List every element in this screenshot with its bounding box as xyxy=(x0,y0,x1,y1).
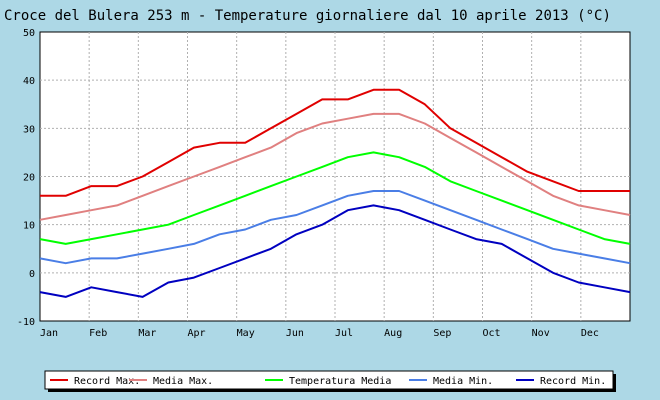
x-tick-label: Sep xyxy=(433,328,451,339)
legend-box xyxy=(44,370,614,390)
legend-label-3: Media Min. xyxy=(433,376,493,387)
legend-label-0: Record Max. xyxy=(74,376,140,387)
legend-label-4: Record Min. xyxy=(540,376,606,387)
y-tick-label: 40 xyxy=(23,76,35,87)
y-axis-ticks: 50 40 30 20 10 0 -10 xyxy=(17,28,35,328)
y-tick-label: 20 xyxy=(23,173,35,184)
x-tick-label: May xyxy=(237,328,255,339)
y-tick-label: 0 xyxy=(29,269,35,280)
x-tick-label: Jan xyxy=(40,328,58,339)
x-tick-label: Feb xyxy=(89,328,107,339)
x-tick-label: Dec xyxy=(581,328,599,339)
legend-label-1: Media Max. xyxy=(153,376,213,387)
y-tick-label: 10 xyxy=(23,221,35,232)
series-line-2 xyxy=(39,151,631,245)
x-tick-label: Apr xyxy=(188,328,206,339)
x-tick-label: Jul xyxy=(335,328,353,339)
series-line-4 xyxy=(39,204,631,298)
y-tick-label: 50 xyxy=(23,28,35,39)
series-lines xyxy=(39,88,631,298)
x-tick-label: Nov xyxy=(532,328,550,339)
legend-label-2: Temperatura Media xyxy=(289,376,391,387)
chart-title: Croce del Bulera 253 m - Temperature gio… xyxy=(4,8,611,24)
x-tick-label: Aug xyxy=(384,328,402,339)
y-tick-label: -10 xyxy=(17,317,35,328)
x-axis-ticks: Jan Feb Mar Apr May Jun Jul Aug Sep Oct Nov Dec xyxy=(40,328,599,339)
x-tick-label: Jun xyxy=(286,328,304,339)
series-line-1 xyxy=(39,112,631,221)
series-line-3 xyxy=(39,190,631,265)
grid xyxy=(40,32,630,321)
y-tick-label: 30 xyxy=(23,124,35,135)
legend: Record Max. Media Max. Temperatura Media Me… xyxy=(44,370,616,392)
x-tick-label: Oct xyxy=(483,328,501,339)
x-tick-label: Mar xyxy=(138,328,156,339)
series-line-0 xyxy=(40,88,630,197)
